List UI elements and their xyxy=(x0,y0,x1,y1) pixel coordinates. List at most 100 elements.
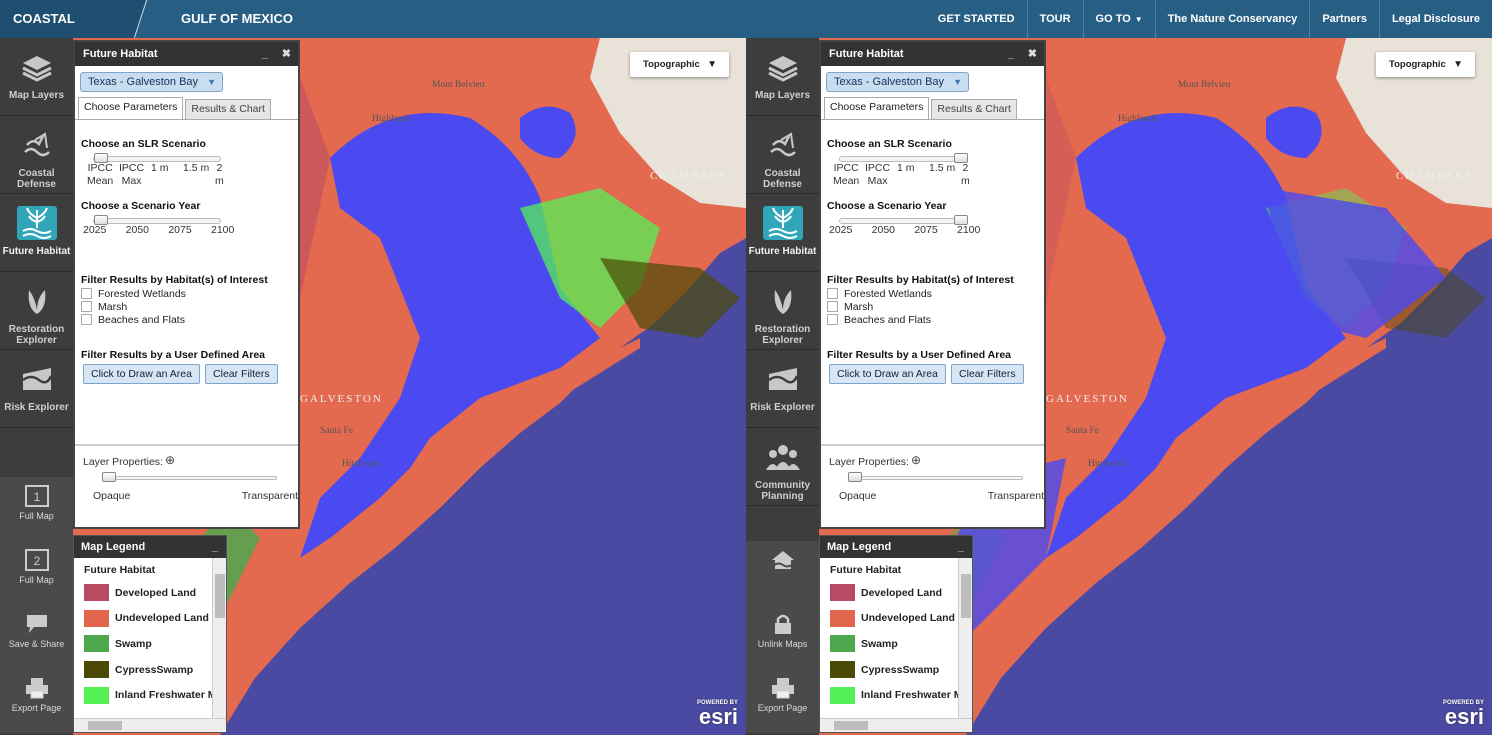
tab-choose-parameters[interactable]: Choose Parameters xyxy=(824,97,930,119)
habitat-option[interactable]: Marsh xyxy=(827,300,1044,313)
year-slider[interactable] xyxy=(93,215,221,225)
basemap-select[interactable]: Topographic ▼ xyxy=(630,52,729,77)
sidebar-tool-home[interactable] xyxy=(746,541,819,605)
slider-handle[interactable] xyxy=(102,472,116,482)
basemap-select[interactable]: Topographic ▼ xyxy=(1376,52,1475,77)
sidebar-item-community[interactable]: Community Planning xyxy=(746,428,819,506)
brand-title[interactable]: COASTAL RESILIENCE xyxy=(0,0,152,64)
map-canvas[interactable]: Mont Belvieu Highlands CHAMBERS GALVESTO… xyxy=(0,38,746,735)
habitat-option[interactable]: Beaches and Flats xyxy=(827,313,1044,326)
legend-label: Developed Land xyxy=(115,586,197,599)
habitat-checkbox[interactable] xyxy=(81,314,92,325)
minimize-icon[interactable]: _ xyxy=(211,541,218,553)
legend-scrollbar-horizontal[interactable] xyxy=(74,718,226,732)
habitat-checkbox[interactable] xyxy=(827,288,838,299)
legend-scrollbar-vertical[interactable] xyxy=(212,558,226,718)
slider-handle[interactable] xyxy=(94,153,108,163)
scroll-thumb[interactable] xyxy=(88,721,122,730)
clear-filters-button[interactable]: Clear Filters xyxy=(205,364,278,384)
close-icon[interactable]: ✖ xyxy=(281,48,291,60)
habitat-checkbox[interactable] xyxy=(827,314,838,325)
legend-item: Swamp xyxy=(830,631,972,657)
minimize-icon[interactable]: _ xyxy=(261,48,268,60)
draw-area-button[interactable]: Click to Draw an Area xyxy=(83,364,200,384)
sidebar-item-future-habitat[interactable]: Future Habitat xyxy=(0,194,73,272)
habitat-option[interactable]: Forested Wetlands xyxy=(827,287,1044,300)
sidebar-item-leaf[interactable]: Restoration Explorer xyxy=(0,272,73,350)
slr-slider[interactable] xyxy=(839,153,968,163)
nav-tour[interactable]: TOUR xyxy=(1026,0,1083,38)
year-title: Choose a Scenario Year xyxy=(81,200,201,212)
layers-icon xyxy=(763,50,803,84)
sidebar-tool-map-1[interactable]: 1 Full Map xyxy=(0,477,73,541)
habitat-option[interactable]: Forested Wetlands xyxy=(81,287,298,300)
legend-scrollbar-horizontal[interactable] xyxy=(820,718,972,732)
legend-header[interactable]: Map Legend _ xyxy=(820,536,972,558)
slr-tick-label: 1.5 m xyxy=(183,162,210,174)
nav-partners[interactable]: Partners xyxy=(1309,0,1379,38)
habitat-checkbox[interactable] xyxy=(81,288,92,299)
tab-results-chart[interactable]: Results & Chart xyxy=(185,99,271,119)
sidebar-item-waves[interactable]: Coastal Defense xyxy=(746,116,819,194)
zoom-icon[interactable]: ⊕ xyxy=(911,453,922,467)
nav-get-started[interactable]: GET STARTED xyxy=(926,0,1027,38)
scroll-thumb[interactable] xyxy=(961,574,971,618)
sidebar-tool-print[interactable]: Export Page xyxy=(0,669,73,733)
sidebar-item-future-habitat[interactable]: Future Habitat xyxy=(746,194,819,272)
minimize-icon[interactable]: _ xyxy=(1007,48,1014,60)
slider-handle[interactable] xyxy=(94,215,108,225)
clear-filters-button[interactable]: Clear Filters xyxy=(951,364,1024,384)
sidebar-tool-map-2[interactable]: 2 Full Map xyxy=(0,541,73,605)
habitat-option[interactable]: Beaches and Flats xyxy=(81,313,298,326)
esri-logo[interactable]: POWERED BY esri xyxy=(1443,699,1484,728)
habitat-checkbox[interactable] xyxy=(827,301,838,312)
sidebar-item-risk[interactable]: Risk Explorer xyxy=(0,350,73,428)
opaque-label: Opaque xyxy=(93,490,131,502)
sidebar-item-risk[interactable]: Risk Explorer xyxy=(746,350,819,428)
esri-logo[interactable]: POWERED BY esri xyxy=(697,699,738,728)
minimize-icon[interactable]: _ xyxy=(957,541,964,553)
scroll-thumb[interactable] xyxy=(215,574,225,618)
habitat-checkboxes: Forested Wetlands Marsh Beaches and Flats xyxy=(75,287,298,326)
sidebar-item-waves[interactable]: Coastal Defense xyxy=(0,116,73,194)
sidebar-tool-share[interactable]: Save & Share xyxy=(0,605,73,669)
location-dropdown[interactable]: Texas - Galveston Bay ▼ xyxy=(826,72,970,92)
legend-item: Undeveloped Land xyxy=(84,606,226,632)
close-icon[interactable]: ✖ xyxy=(1027,48,1037,60)
slider-handle[interactable] xyxy=(954,215,968,225)
location-dropdown[interactable]: Texas - Galveston Bay ▼ xyxy=(80,72,224,92)
legend-scrollbar-vertical[interactable] xyxy=(958,558,972,718)
sidebar-item-label: Map Layers xyxy=(754,90,811,101)
region-title[interactable]: GULF OF MEXICO xyxy=(181,11,293,26)
sidebar-item-layers[interactable]: Map Layers xyxy=(746,38,819,116)
slr-slider[interactable] xyxy=(93,153,221,163)
transparency-slider[interactable] xyxy=(102,472,277,482)
sidebar-item-layers[interactable]: Map Layers xyxy=(0,38,73,116)
panel-header[interactable]: Future Habitat _ ✖ xyxy=(821,42,1044,66)
sidebar-item-leaf[interactable]: Restoration Explorer xyxy=(746,272,819,350)
habitat-option[interactable]: Marsh xyxy=(81,300,298,313)
nav-legal-disclosure[interactable]: Legal Disclosure xyxy=(1378,0,1492,38)
scroll-thumb[interactable] xyxy=(834,721,868,730)
slider-handle[interactable] xyxy=(954,153,968,163)
panel-header[interactable]: Future Habitat _ ✖ xyxy=(75,42,298,66)
habitat-checkbox[interactable] xyxy=(81,301,92,312)
sidebar-tool-lock[interactable]: Unlink Maps xyxy=(746,605,819,669)
zoom-icon[interactable]: ⊕ xyxy=(165,453,176,467)
draw-area-button[interactable]: Click to Draw an Area xyxy=(829,364,946,384)
slider-handle[interactable] xyxy=(848,472,862,482)
nav-nature-conservancy[interactable]: The Nature Conservancy xyxy=(1154,0,1310,38)
left-map-pane: Mont Belvieu Highlands CHAMBERS GALVESTO… xyxy=(0,38,746,735)
tab-choose-parameters[interactable]: Choose Parameters xyxy=(78,97,184,119)
legend-label: CypressSwamp xyxy=(861,663,940,676)
year-slider[interactable] xyxy=(839,215,968,225)
tab-results-chart[interactable]: Results & Chart xyxy=(931,99,1017,119)
sidebar-tool-print[interactable]: Export Page xyxy=(746,669,819,733)
sidebar-item-label: Future Habitat xyxy=(2,246,71,257)
chevron-down-icon: ▼ xyxy=(207,77,217,87)
legend-header[interactable]: Map Legend _ xyxy=(74,536,226,558)
nav-go-to[interactable]: GO TO ▼ xyxy=(1082,0,1155,38)
legend-group-title: Future Habitat xyxy=(830,564,902,576)
waves-icon xyxy=(763,128,803,162)
transparency-slider[interactable] xyxy=(848,472,1023,482)
